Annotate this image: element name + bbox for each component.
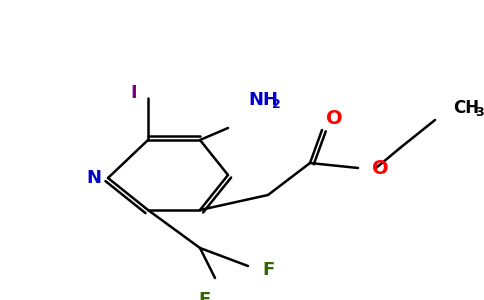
- Text: O: O: [326, 109, 342, 128]
- Text: NH: NH: [248, 91, 278, 109]
- Text: CH: CH: [453, 99, 479, 117]
- Text: F: F: [262, 261, 274, 279]
- Text: 3: 3: [475, 106, 484, 119]
- Text: N: N: [87, 169, 102, 187]
- Text: O: O: [372, 158, 388, 178]
- Text: 2: 2: [272, 98, 281, 112]
- Text: I: I: [131, 84, 137, 102]
- Text: F: F: [199, 291, 211, 300]
